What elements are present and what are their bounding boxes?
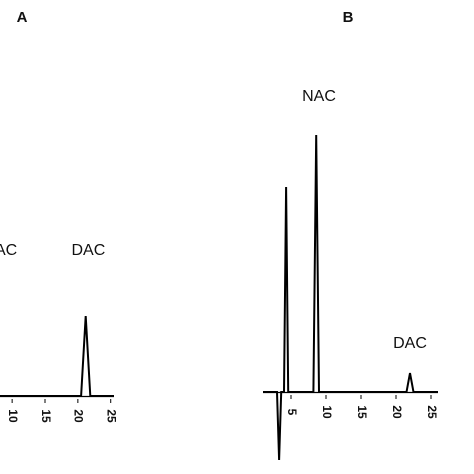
x-tick-label: 20 <box>72 409 86 423</box>
x-tick-label: 15 <box>355 405 369 419</box>
peak-label: DAC <box>393 335 427 352</box>
peak-label: NAC <box>0 242 17 259</box>
trace <box>0 315 114 397</box>
x-tick-label: 10 <box>6 409 20 423</box>
x-tick-label: 25 <box>105 409 119 423</box>
x-tick-label: 15 <box>39 409 53 423</box>
x-tick-label: 25 <box>425 405 439 419</box>
x-tick-label: 10 <box>320 405 334 419</box>
peak-label: DAC <box>71 242 105 259</box>
x-tick-label: 5 <box>285 409 299 416</box>
trace <box>263 134 438 461</box>
peak-label: NAC <box>302 88 336 105</box>
panel-label: B <box>343 9 354 26</box>
panel-label: A <box>17 9 28 26</box>
x-tick-label: 20 <box>390 405 404 419</box>
